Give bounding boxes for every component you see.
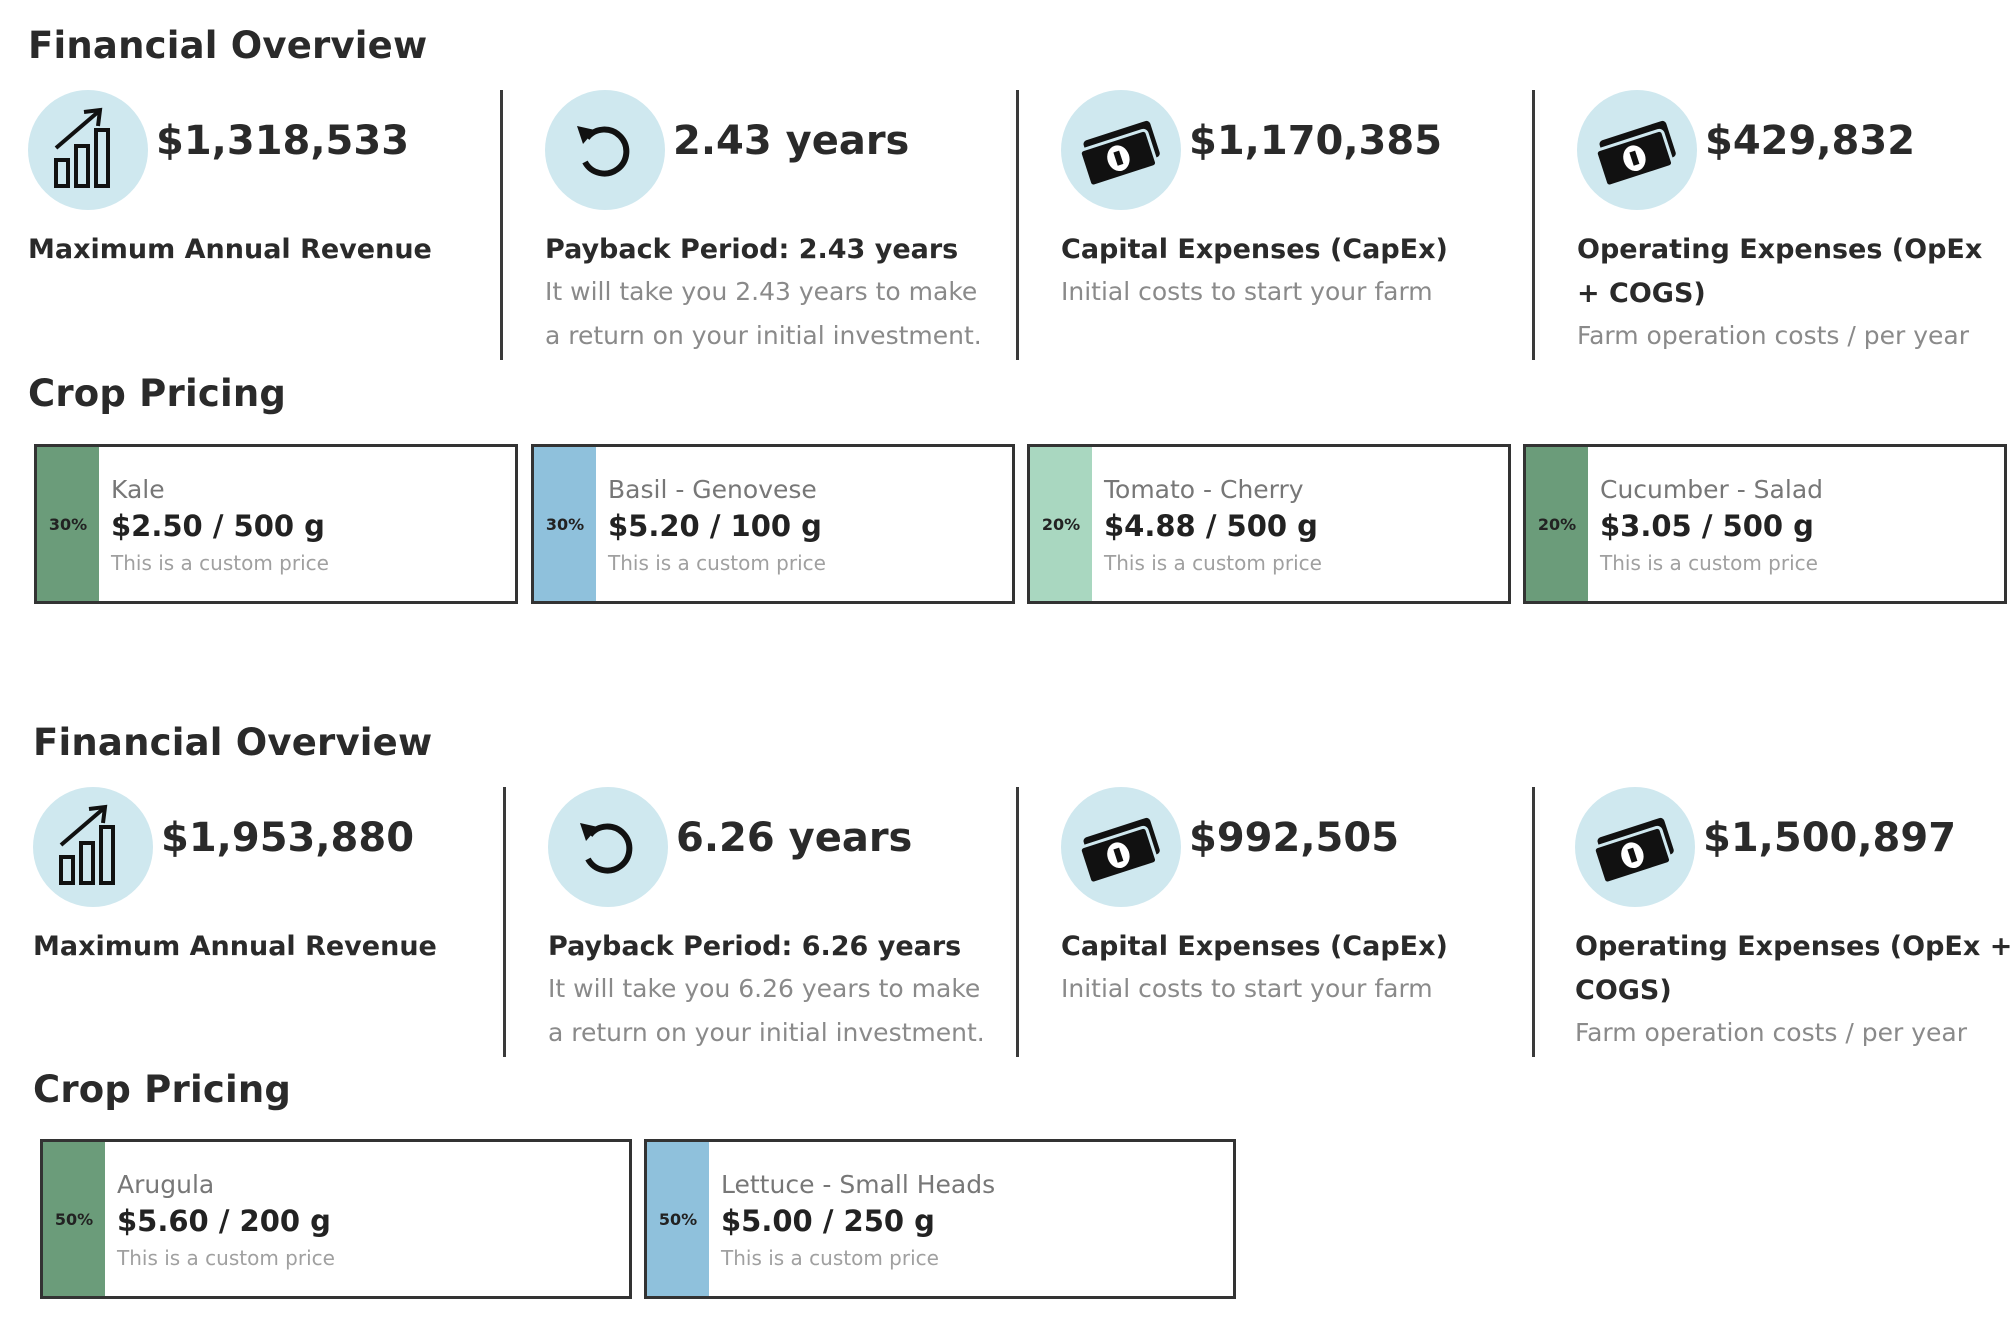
metric-revenue: $1,953,880 Maximum Annual Revenue	[33, 787, 533, 1057]
metric-value: $1,953,880	[161, 815, 415, 861]
metric-value: $1,500,897	[1703, 815, 1957, 861]
metric-opex: $429,832 Operating Expenses (OpEx + COGS…	[1532, 90, 2015, 360]
crop-card-basil[interactable]: 30% Basil - Genovese $5.20 / 100 g This …	[531, 444, 1015, 604]
money-icon	[1061, 787, 1181, 907]
revenue-chart-icon	[33, 787, 153, 907]
crop-price-note: This is a custom price	[1104, 551, 1322, 575]
metric-value: $1,318,533	[156, 118, 410, 164]
metric-capex: $992,505 Capital Expenses (CapEx) Initia…	[1016, 787, 1519, 1057]
metric-value: 6.26 years	[676, 815, 913, 861]
crop-share-bar	[37, 447, 99, 601]
money-icon	[1577, 90, 1697, 210]
metric-label: Maximum Annual Revenue	[33, 931, 437, 962]
crop-share-percent: 50%	[54, 1209, 94, 1229]
crop-card-arugula[interactable]: 50% Arugula $5.60 / 200 g This is a cust…	[40, 1139, 632, 1299]
metric-description: Initial costs to start your farm	[1061, 974, 1433, 1003]
metric-label: Capital Expenses (CapEx)	[1061, 931, 1448, 962]
crop-share-bar	[534, 447, 596, 601]
metric-payback: 2.43 years Payback Period: 2.43 years It…	[500, 90, 1003, 360]
crop-name: Cucumber - Salad	[1600, 475, 1824, 504]
refresh-icon	[548, 787, 668, 907]
crop-card-tomato[interactable]: 20% Tomato - Cherry $4.88 / 500 g This i…	[1027, 444, 1511, 604]
crop-price-note: This is a custom price	[111, 551, 329, 575]
metric-description: It will take you 6.26 years to make a re…	[548, 974, 985, 1047]
money-icon	[1575, 787, 1695, 907]
metric-value: $992,505	[1189, 815, 1400, 861]
metric-label: Operating Expenses (OpEx + COGS)	[1575, 931, 2013, 1006]
metric-capex: $1,170,385 Capital Expenses (CapEx) Init…	[1016, 90, 1519, 360]
crop-price-note: This is a custom price	[1600, 551, 1818, 575]
metric-value: $1,170,385	[1189, 118, 1443, 164]
crop-price: $2.50 / 500 g	[111, 509, 325, 543]
crop-share-percent: 30%	[545, 514, 585, 534]
metric-opex: $1,500,897 Operating Expenses (OpEx + CO…	[1532, 787, 2015, 1057]
crop-pricing-title: Crop Pricing	[28, 372, 287, 415]
financial-overview-title: Financial Overview	[33, 721, 433, 764]
metric-label: Operating Expenses (OpEx + COGS)	[1577, 234, 1983, 309]
crop-share-percent: 20%	[1537, 514, 1577, 534]
crop-share-bar	[647, 1142, 709, 1296]
crop-price-note: This is a custom price	[117, 1246, 335, 1270]
crop-price: $4.88 / 500 g	[1104, 509, 1318, 543]
metric-description: Initial costs to start your farm	[1061, 277, 1433, 306]
metric-revenue: $1,318,533 Maximum Annual Revenue	[28, 90, 528, 360]
crop-name: Arugula	[117, 1170, 215, 1199]
crop-share-bar	[43, 1142, 105, 1296]
crop-share-bar	[1526, 447, 1588, 601]
metric-payback: 6.26 years Payback Period: 6.26 years It…	[503, 787, 1006, 1057]
money-icon	[1061, 90, 1181, 210]
metric-label: Capital Expenses (CapEx)	[1061, 234, 1448, 265]
crop-share-percent: 30%	[48, 514, 88, 534]
refresh-icon	[545, 90, 665, 210]
crop-name: Basil - Genovese	[608, 475, 817, 504]
crop-share-percent: 20%	[1041, 514, 1081, 534]
crop-card-kale[interactable]: 30% Kale $2.50 / 500 g This is a custom …	[34, 444, 518, 604]
crop-name: Tomato - Cherry	[1104, 475, 1304, 504]
crop-price: $5.60 / 200 g	[117, 1204, 331, 1238]
crop-price: $5.20 / 100 g	[608, 509, 822, 543]
crop-price-note: This is a custom price	[608, 551, 826, 575]
metric-description: Farm operation costs / per year	[1575, 1018, 1967, 1047]
metric-label: Maximum Annual Revenue	[28, 234, 432, 265]
crop-price: $3.05 / 500 g	[1600, 509, 1814, 543]
metric-value: $429,832	[1705, 118, 1916, 164]
metric-value: 2.43 years	[673, 118, 910, 164]
crop-price-note: This is a custom price	[721, 1246, 939, 1270]
metric-description: Farm operation costs / per year	[1577, 321, 1969, 350]
metric-label: Payback Period: 6.26 years	[548, 931, 962, 962]
crop-name: Lettuce - Small Heads	[721, 1170, 996, 1199]
crop-share-bar	[1030, 447, 1092, 601]
metric-label: Payback Period: 2.43 years	[545, 234, 959, 265]
crop-price: $5.00 / 250 g	[721, 1204, 935, 1238]
crop-card-cucumber[interactable]: 20% Cucumber - Salad $3.05 / 500 g This …	[1523, 444, 2007, 604]
crop-card-lettuce[interactable]: 50% Lettuce - Small Heads $5.00 / 250 g …	[644, 1139, 1236, 1299]
metric-description: It will take you 2.43 years to make a re…	[545, 277, 982, 350]
crop-pricing-title: Crop Pricing	[33, 1068, 292, 1111]
revenue-chart-icon	[28, 90, 148, 210]
crop-name: Kale	[111, 475, 165, 504]
financial-overview-title: Financial Overview	[28, 24, 428, 67]
crop-share-percent: 50%	[658, 1209, 698, 1229]
